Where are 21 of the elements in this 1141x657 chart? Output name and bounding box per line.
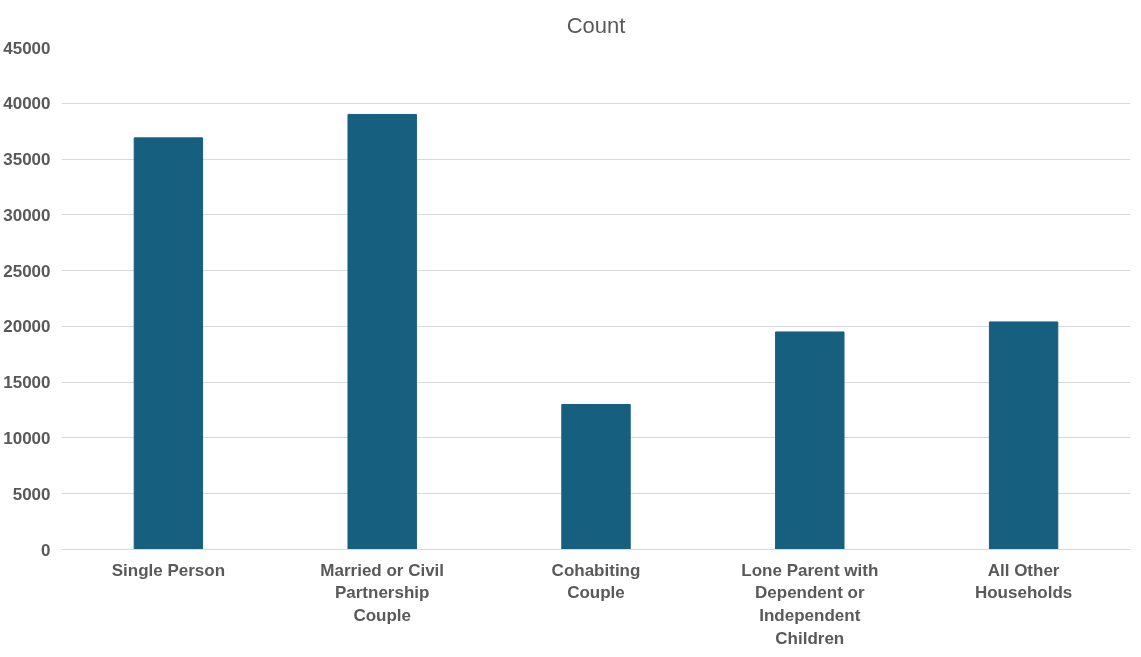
bar [988,321,1059,550]
y-tick-label: 10000 [3,428,51,448]
x-tick-label: All Other Households [974,560,1073,603]
y-tick-label: 15000 [3,373,51,393]
bar [561,403,631,550]
x-tick-label: Single Person [111,560,226,580]
bar [133,137,204,550]
bar [347,113,417,550]
y-tick-label: 5000 [12,484,51,504]
x-tick-label: Married or Civil Partnership Couple [320,560,445,626]
y-tick-label: 40000 [3,94,51,114]
y-tick-label: 20000 [3,317,51,337]
chart-title: Count [566,12,626,38]
y-tick-label: 25000 [3,261,51,281]
y-tick-label: 45000 [3,38,51,58]
y-tick-label: 0 [41,540,51,560]
y-tick-label: 35000 [3,150,51,170]
y-tick-label: 30000 [3,205,51,225]
x-tick-label: Lone Parent with Dependent or Independent Children [741,560,879,648]
x-tick-label: Cohabiting Couple [551,560,641,603]
bar [775,331,845,550]
